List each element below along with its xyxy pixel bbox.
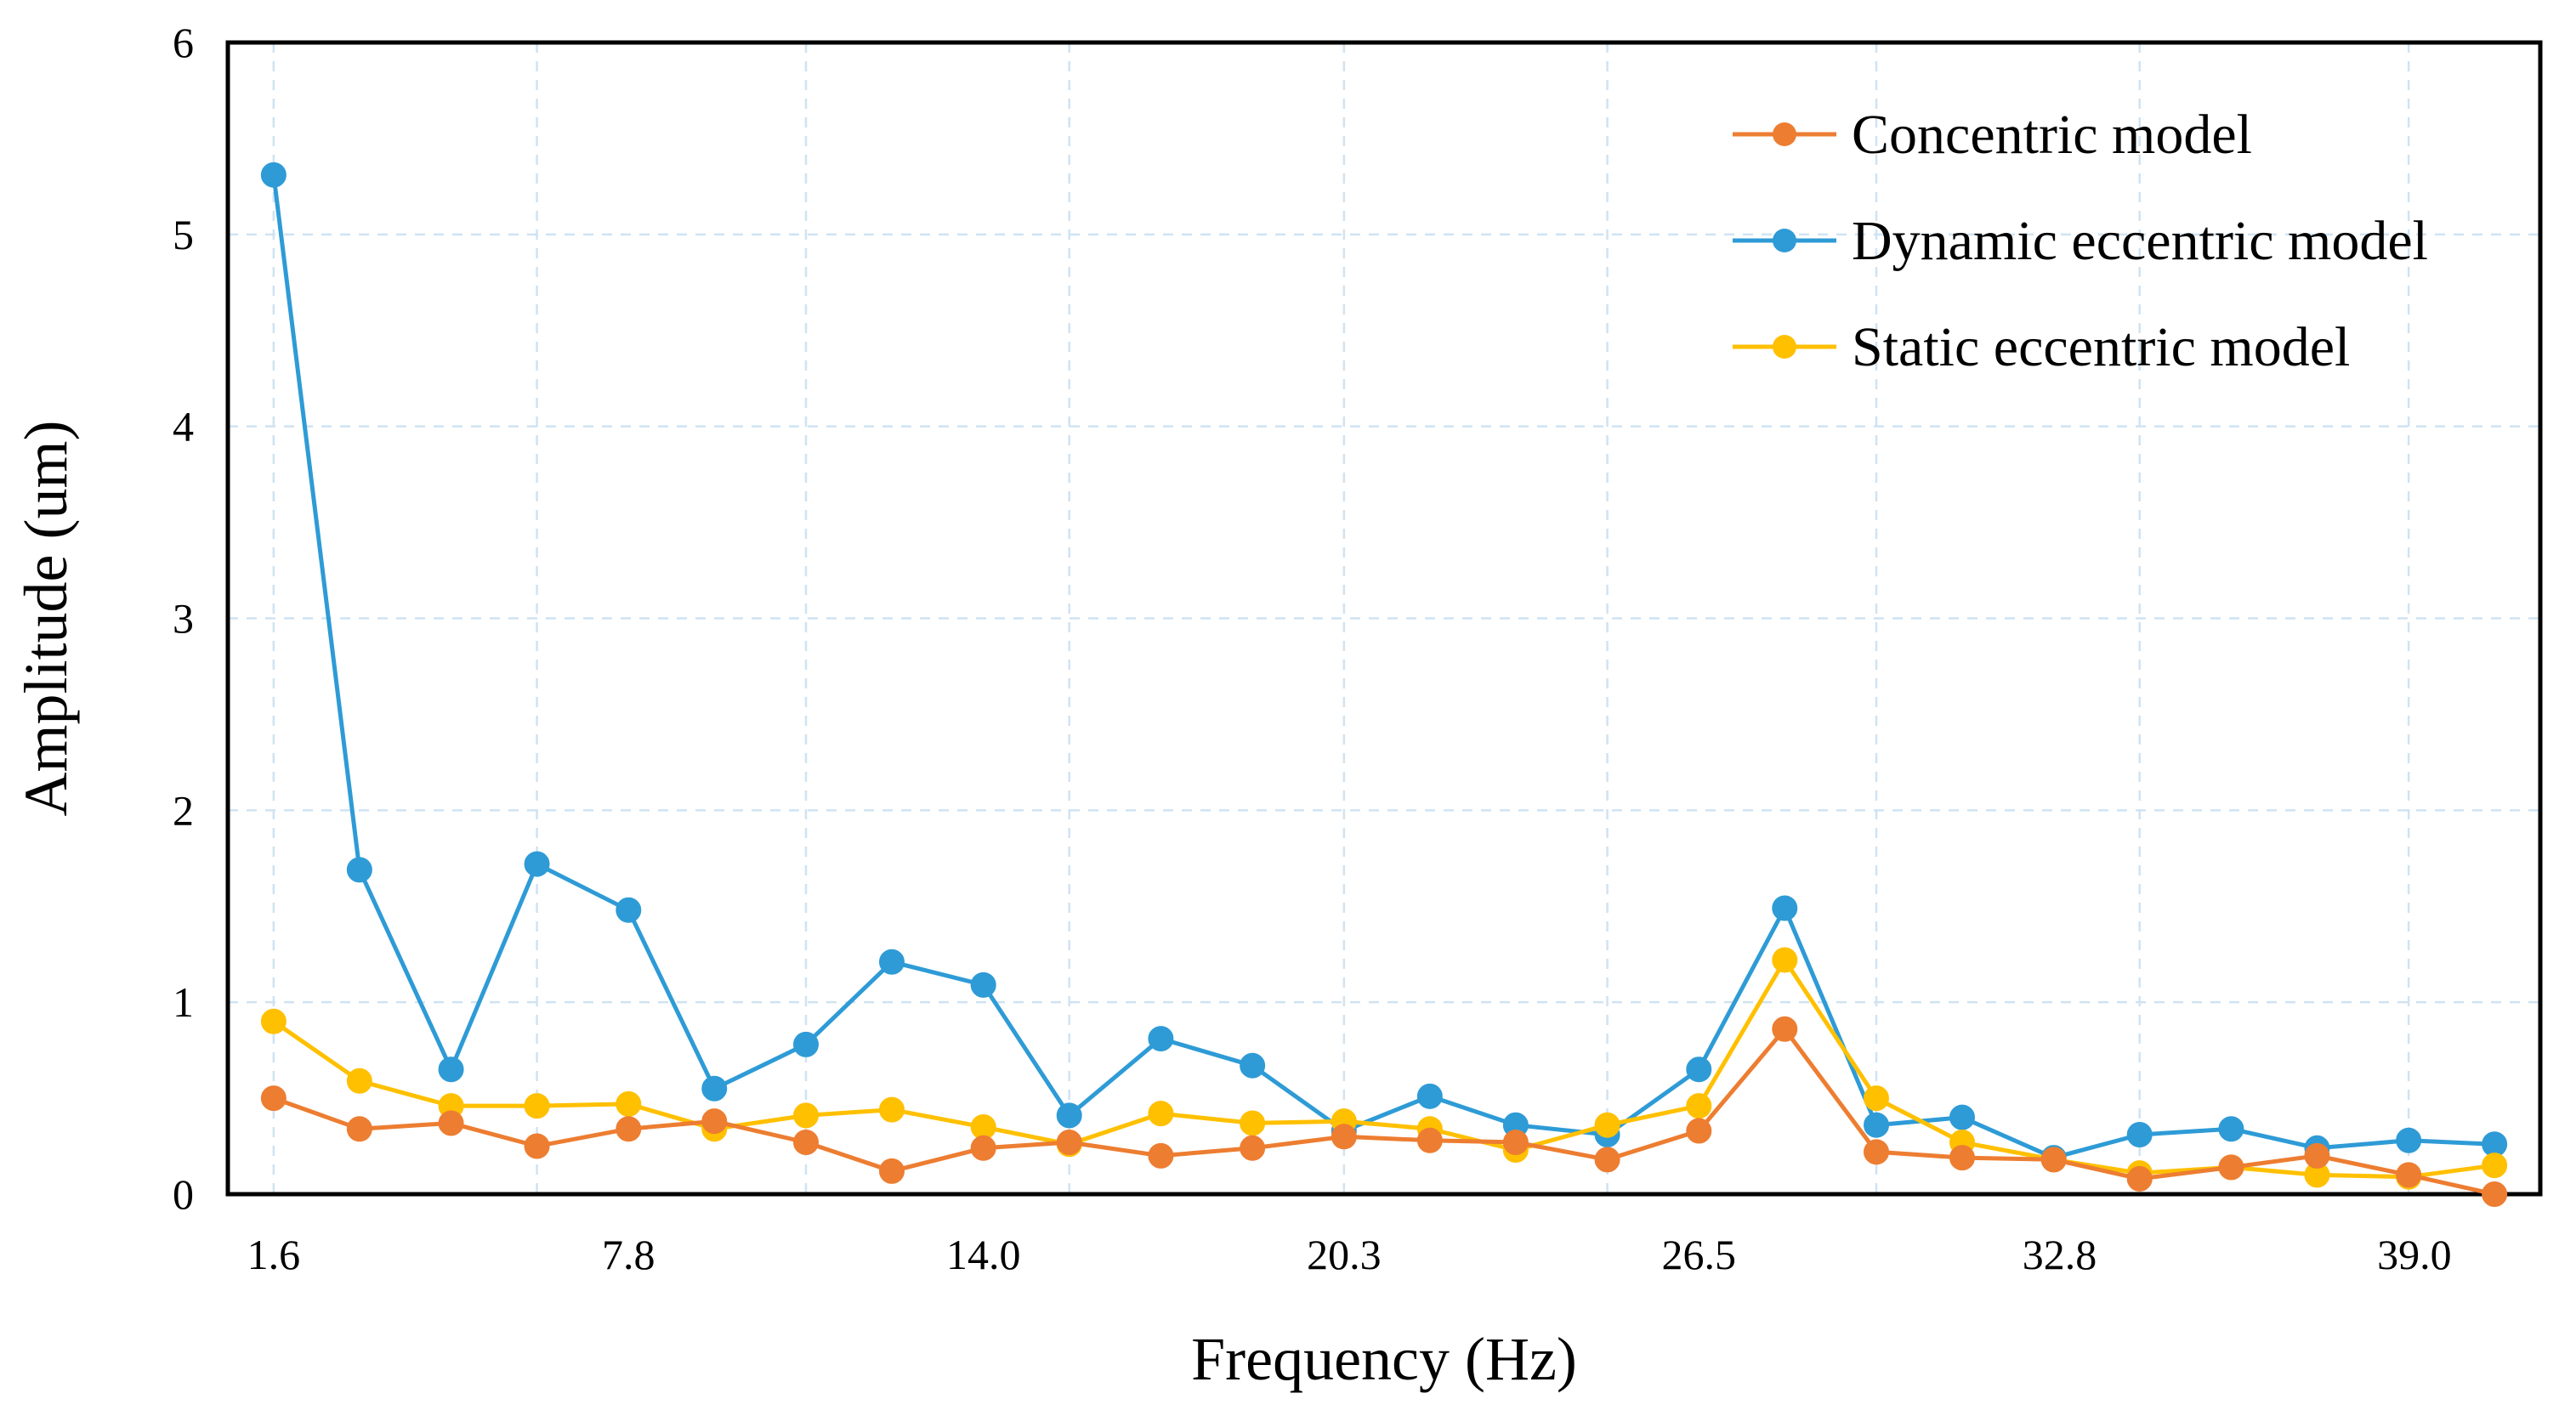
data-point <box>2482 1153 2508 1179</box>
y-tick-label: 6 <box>173 19 194 66</box>
series-0 <box>260 1016 2508 1207</box>
data-point <box>1331 1124 1357 1150</box>
y-tick-label: 5 <box>173 211 194 258</box>
y-tick-label: 0 <box>173 1170 194 1218</box>
data-point <box>1416 1083 1443 1109</box>
legend-item: Concentric model <box>1733 104 2252 166</box>
grid <box>228 42 2540 1194</box>
data-point <box>1864 1112 1890 1138</box>
data-point <box>524 1133 550 1159</box>
data-point <box>438 1110 464 1136</box>
data-point <box>1240 1135 1266 1161</box>
data-point <box>346 1116 372 1142</box>
legend: Concentric model Dynamic eccentric model S… <box>1733 104 2428 378</box>
data-point <box>1056 1130 1082 1156</box>
data-point <box>616 897 642 923</box>
y-axis-title: Amplitude (um) <box>12 421 80 817</box>
x-tick-label: 26.5 <box>1662 1231 1737 1278</box>
data-point <box>701 1075 728 1102</box>
data-point <box>524 1093 550 1119</box>
data-point <box>1240 1052 1266 1079</box>
legend-item: Dynamic eccentric model <box>1733 210 2428 272</box>
data-point <box>1686 1056 1712 1083</box>
data-point <box>346 857 372 883</box>
x-axis-title: Frequency (Hz) <box>1191 1325 1577 1393</box>
series-line <box>271 174 2495 1160</box>
data-point <box>878 949 905 975</box>
data-point <box>701 1108 728 1135</box>
x-axis-ticks: 1.6 7.8 14.0 20.3 26.5 32.8 39.0 <box>247 1231 2452 1278</box>
data-point <box>260 1085 287 1112</box>
data-point <box>2218 1154 2244 1181</box>
data-point <box>1240 1110 1266 1136</box>
series-layer <box>260 161 2508 1207</box>
data-point <box>2482 1131 2508 1158</box>
y-tick-label: 4 <box>173 403 194 450</box>
data-point <box>346 1068 372 1094</box>
data-point <box>2126 1121 2153 1147</box>
data-point <box>1594 1147 1620 1173</box>
data-point <box>1502 1130 1529 1156</box>
plot-frame <box>225 40 2543 1197</box>
x-tick-label: 20.3 <box>1307 1231 1382 1278</box>
data-point <box>1148 1026 1174 1052</box>
x-tick-label: 32.8 <box>2023 1231 2097 1278</box>
y-tick-label: 1 <box>173 978 194 1026</box>
legend-label: Concentric model <box>1852 104 2252 166</box>
legend-label: Dynamic eccentric model <box>1852 210 2428 272</box>
data-point <box>878 1096 905 1123</box>
series-2 <box>260 947 2508 1190</box>
data-point <box>260 161 287 188</box>
legend-swatch-marker <box>1773 122 1796 146</box>
series-1 <box>260 161 2508 1171</box>
data-point <box>2304 1142 2330 1169</box>
data-point <box>2218 1116 2244 1142</box>
legend-swatch-marker <box>1773 229 1796 252</box>
data-point <box>793 1102 819 1129</box>
legend-label: Static eccentric model <box>1852 316 2350 378</box>
x-tick-label: 7.8 <box>602 1231 655 1278</box>
data-point <box>1772 895 1798 921</box>
data-point <box>1148 1101 1174 1127</box>
data-point <box>1056 1102 1082 1129</box>
data-point <box>2396 1127 2422 1153</box>
data-point <box>970 971 996 998</box>
data-point <box>2040 1147 2067 1173</box>
data-point <box>1148 1142 1174 1169</box>
data-point <box>1594 1112 1620 1138</box>
data-point <box>1686 1118 1712 1144</box>
data-point <box>793 1031 819 1057</box>
data-point <box>438 1056 464 1083</box>
series-line <box>272 958 2495 1180</box>
data-point <box>970 1135 996 1161</box>
y-tick-label: 2 <box>173 786 194 834</box>
x-tick-label: 14.0 <box>946 1231 1021 1278</box>
legend-item: Static eccentric model <box>1733 316 2350 378</box>
data-point <box>970 1113 996 1140</box>
x-tick-label: 1.6 <box>247 1231 301 1278</box>
data-point <box>1686 1093 1712 1119</box>
data-point <box>1416 1127 1443 1153</box>
data-point <box>2396 1162 2422 1188</box>
y-axis-ticks: 0 1 2 3 4 5 6 <box>173 19 194 1218</box>
y-tick-label: 3 <box>173 595 194 643</box>
data-point <box>878 1158 905 1184</box>
data-point <box>1772 1016 1798 1042</box>
data-point <box>2482 1181 2508 1207</box>
x-tick-label: 39.0 <box>2377 1231 2452 1278</box>
data-point <box>1864 1085 1890 1112</box>
data-point <box>524 851 550 877</box>
data-point <box>260 1008 287 1034</box>
data-point <box>1772 947 1798 973</box>
data-point <box>793 1130 819 1156</box>
data-point <box>1864 1139 1890 1165</box>
data-point <box>616 1116 642 1142</box>
data-point <box>616 1090 642 1117</box>
data-point <box>1949 1145 1975 1171</box>
legend-swatch-marker <box>1773 335 1796 359</box>
data-point <box>2126 1165 2153 1192</box>
series-line <box>273 1027 2495 1197</box>
data-point <box>1949 1104 1975 1130</box>
